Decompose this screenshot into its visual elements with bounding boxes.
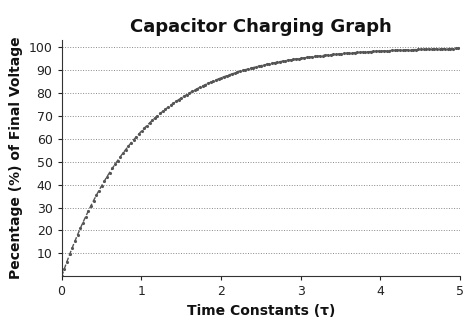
Title: Capacitor Charging Graph: Capacitor Charging Graph [130, 18, 392, 36]
Y-axis label: Pecentage (%) of Final Voltage: Pecentage (%) of Final Voltage [9, 37, 23, 279]
X-axis label: Time Constants (τ): Time Constants (τ) [186, 304, 335, 318]
